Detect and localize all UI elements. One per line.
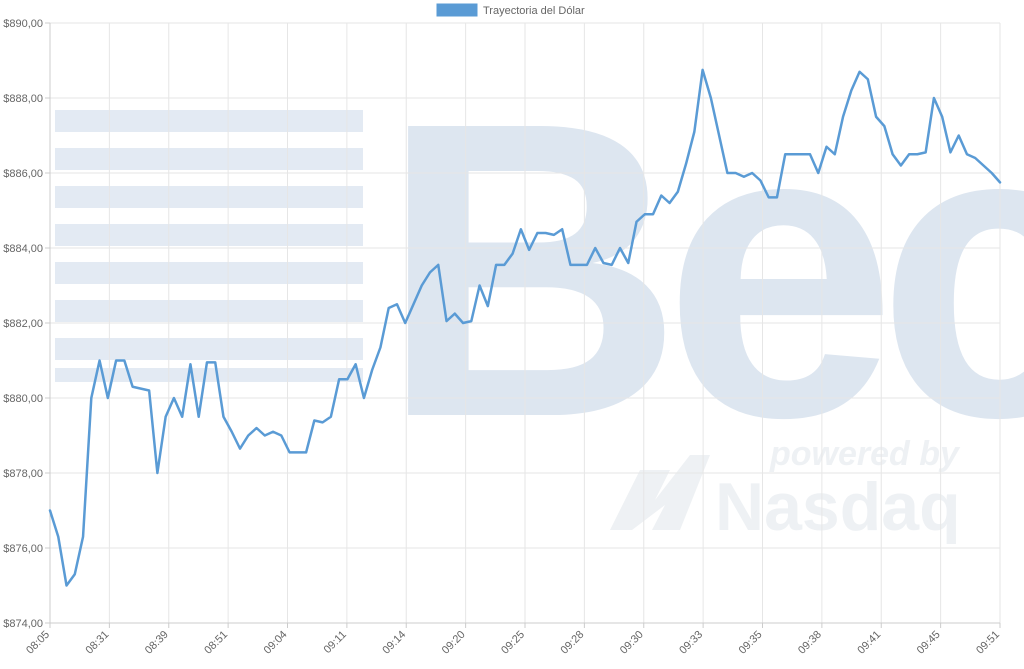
x-tick-label: 08:05 bbox=[24, 629, 52, 657]
x-tick-label: 09:51 bbox=[974, 629, 1002, 657]
x-tick-label: 09:14 bbox=[380, 629, 408, 657]
x-axis-ticks: 08:05 08:31 08:39 08:51 09:04 09:11 09:14 09:20… bbox=[24, 623, 1002, 657]
watermark-stripes-logo bbox=[55, 110, 363, 382]
x-tick-label: 09:38 bbox=[796, 629, 824, 657]
y-axis-ticks: $890,00 $888,00 $886,00 $884,00 $882,00 $880,… bbox=[3, 18, 50, 630]
nasdaq-logo-mark bbox=[610, 455, 710, 530]
x-tick-label: 08:51 bbox=[202, 629, 230, 657]
x-tick-label: 09:41 bbox=[855, 629, 883, 657]
y-tick-label: $880,00 bbox=[3, 393, 43, 405]
bec-nasdaq-watermark: Bec powered by Nasdaq bbox=[55, 36, 1024, 545]
x-tick-label: 08:39 bbox=[143, 629, 171, 657]
y-tick-label: $878,00 bbox=[3, 468, 43, 480]
x-tick-label: 09:20 bbox=[440, 629, 468, 657]
x-tick-label: 08:31 bbox=[84, 629, 112, 657]
y-tick-label: $882,00 bbox=[3, 318, 43, 330]
y-tick-label: $876,00 bbox=[3, 543, 43, 555]
legend-label[interactable]: Trayectoria del Dólar bbox=[483, 5, 585, 17]
watermark-powered-text: powered by bbox=[769, 435, 961, 473]
x-tick-label: 09:04 bbox=[262, 629, 290, 657]
watermark-nasdaq-text: Nasdaq bbox=[715, 469, 961, 545]
x-tick-label: 09:28 bbox=[559, 629, 587, 657]
series-line bbox=[48, 68, 1002, 587]
legend-swatch[interactable] bbox=[436, 3, 478, 17]
y-tick-label: $890,00 bbox=[3, 18, 43, 30]
x-tick-label: 09:11 bbox=[322, 629, 349, 656]
chart-series bbox=[48, 68, 1002, 587]
chart-legend[interactable]: Trayectoria del Dólar bbox=[436, 3, 585, 17]
x-tick-label: 09:35 bbox=[737, 629, 765, 657]
x-tick-label: 09:45 bbox=[915, 629, 943, 657]
x-tick-label: 09:33 bbox=[677, 629, 705, 657]
watermark-brand-text: Bec bbox=[380, 36, 1024, 505]
y-tick-label: $884,00 bbox=[3, 243, 43, 255]
x-tick-label: 09:30 bbox=[618, 629, 646, 657]
y-tick-label: $874,00 bbox=[3, 618, 43, 630]
x-tick-label: 09:25 bbox=[499, 629, 527, 657]
y-tick-label: $888,00 bbox=[3, 93, 43, 105]
y-tick-label: $886,00 bbox=[3, 168, 43, 180]
